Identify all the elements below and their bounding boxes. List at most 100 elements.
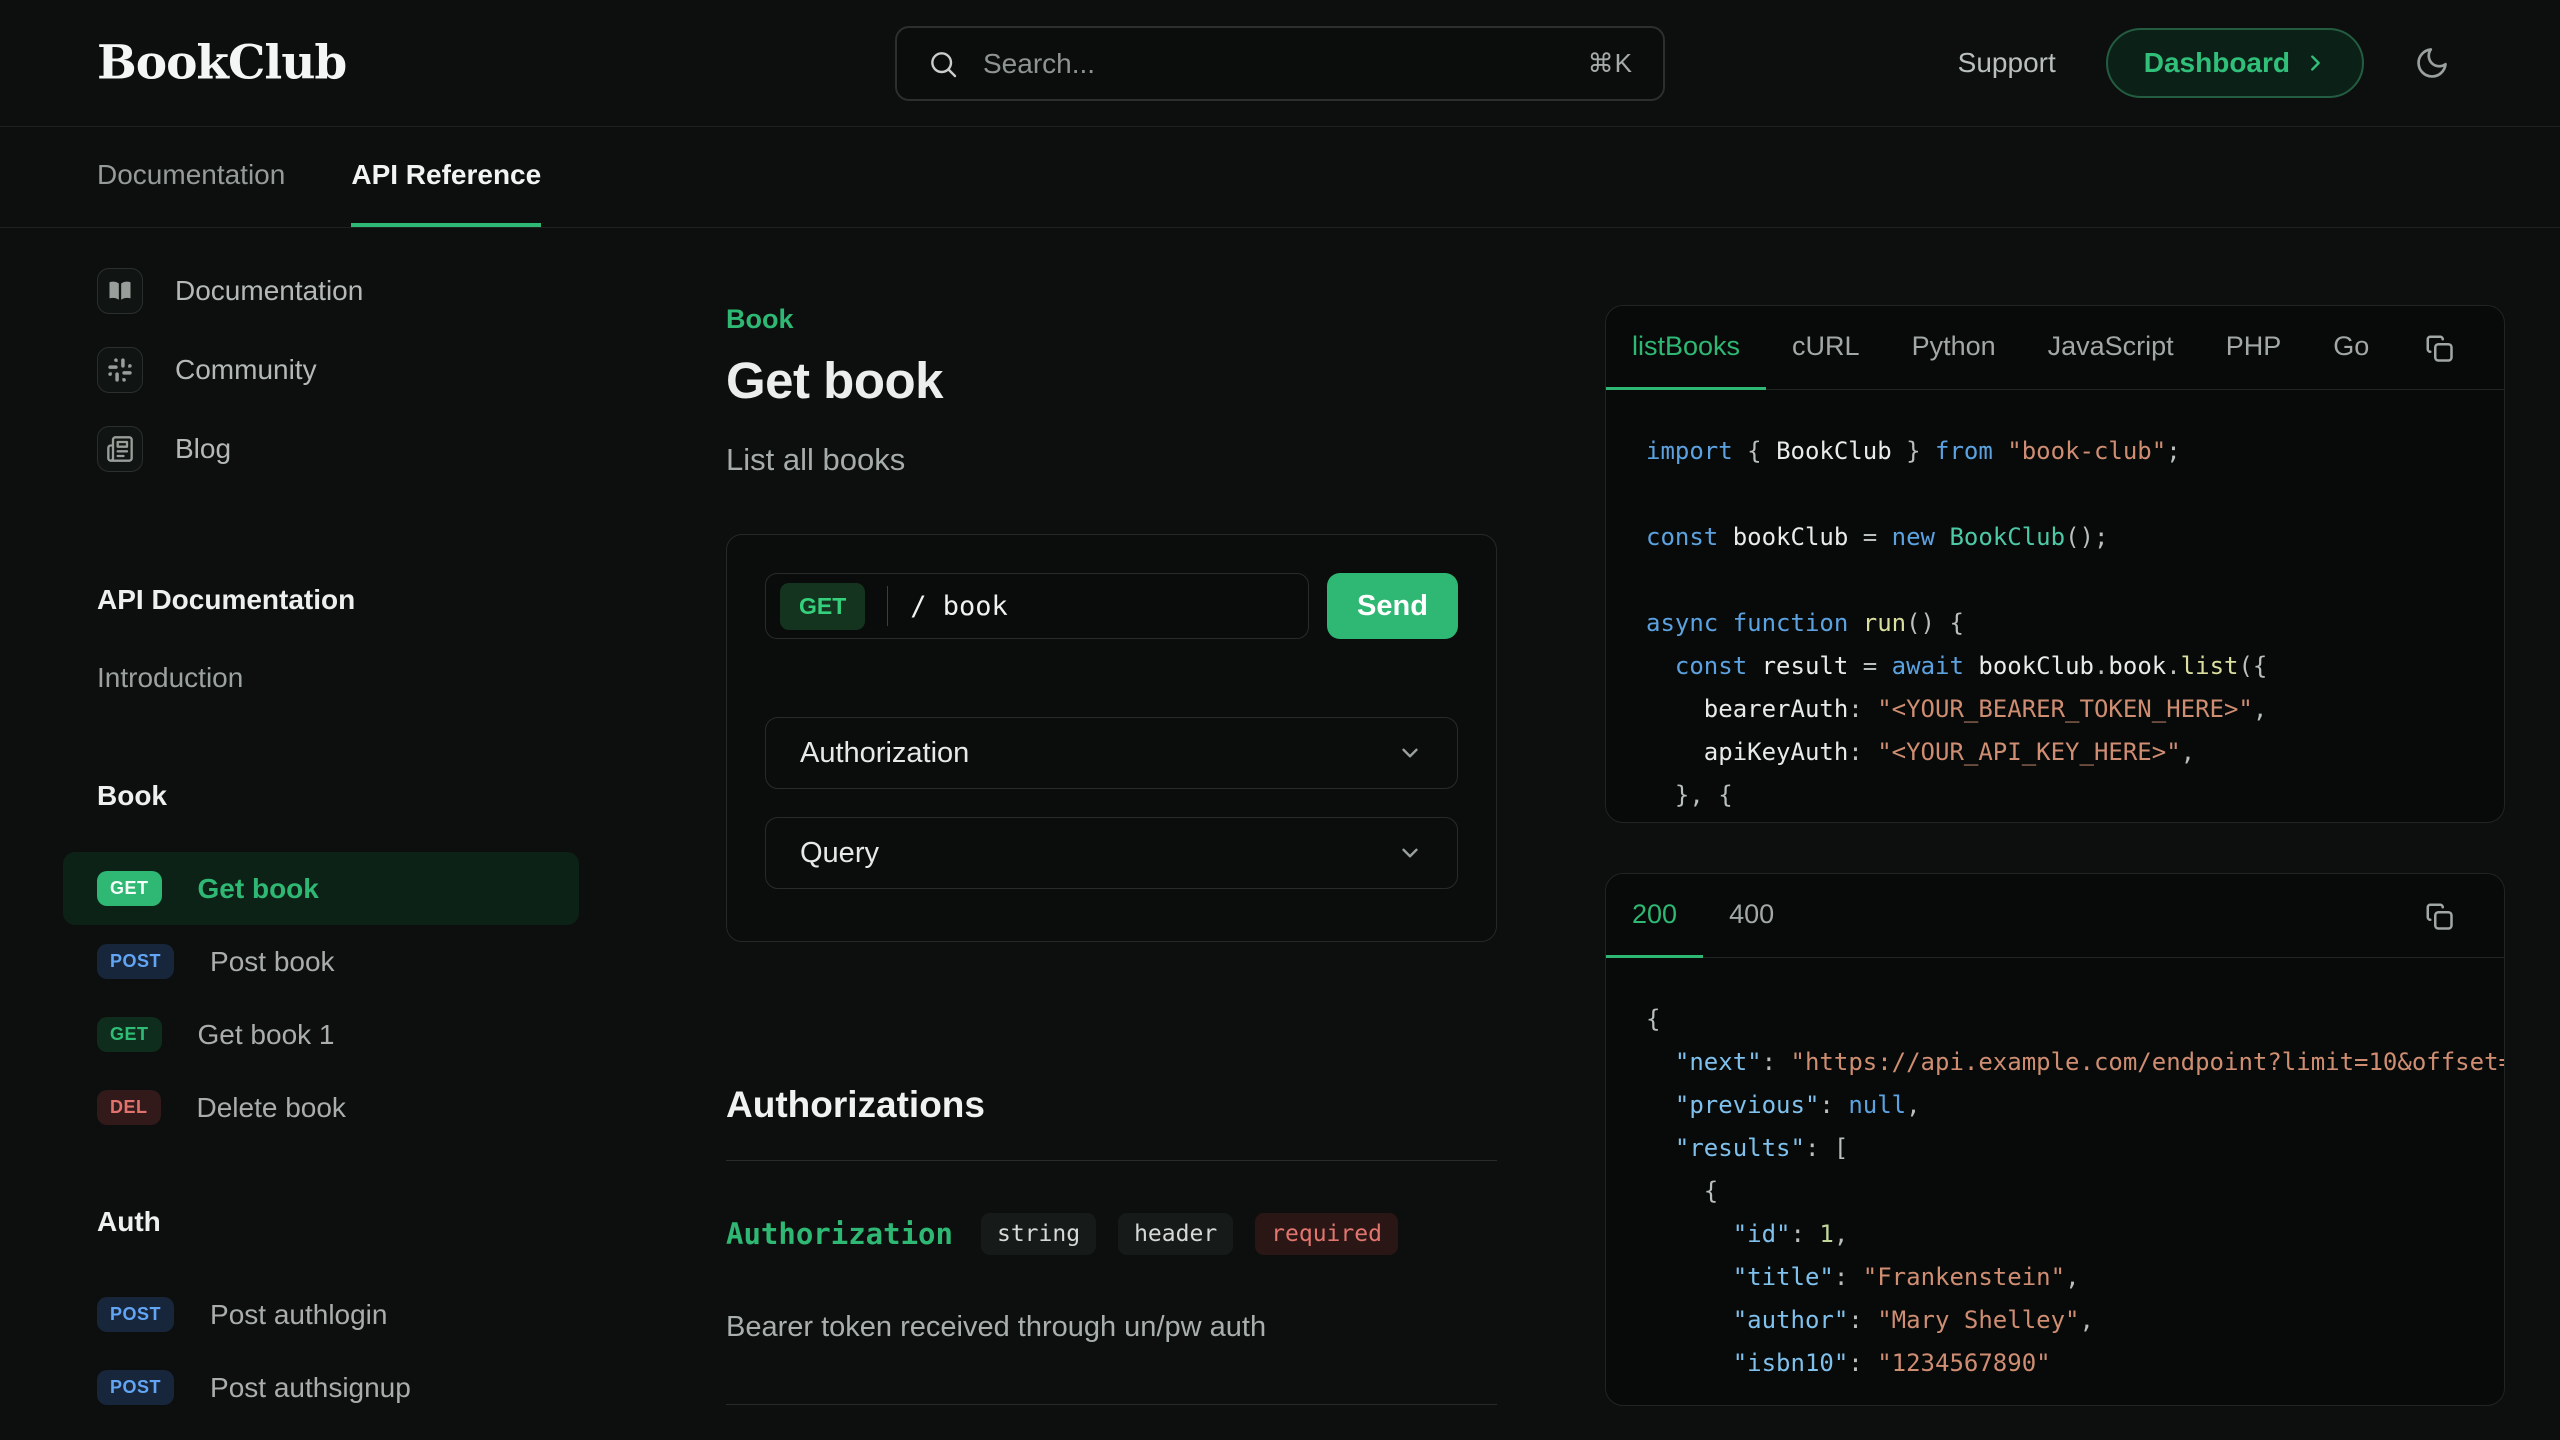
code-examples-column: listBooks cURL Python JavaScript PHP Go impor… — [1605, 228, 2505, 1406]
response-tab-200[interactable]: 200 — [1606, 874, 1704, 958]
divider — [726, 1404, 1497, 1405]
code-line: apiKeyAuth: "<YOUR_API_KEY_HERE>", — [1703, 738, 2196, 766]
divider — [726, 1160, 1497, 1161]
sidebar-item-label: Post authlogin — [210, 1298, 388, 1330]
code-line — [1646, 473, 2464, 516]
authorization-param-name: Authorization — [726, 1217, 953, 1251]
code-line: const result = await bookClub.book.list(… — [1674, 652, 2268, 680]
method-badge: GET — [97, 871, 162, 906]
search-input[interactable] — [983, 47, 1564, 80]
playground-section-query[interactable]: Query — [765, 817, 1458, 889]
playground-section-label: Query — [800, 836, 879, 869]
code-tab-listbooks[interactable]: listBooks — [1606, 306, 1767, 390]
page-title: Get book — [726, 352, 944, 409]
sidebar-item-introduction[interactable]: Introduction — [97, 662, 244, 693]
book-icon — [97, 268, 143, 314]
param-badge-header: header — [1118, 1213, 1234, 1255]
api-playground: GET / book Send Authorization Query — [726, 534, 1497, 942]
sidebar-section-title: API Documentation — [97, 584, 356, 615]
response-status-tabs: 200 400 — [1606, 874, 2504, 958]
sidebar-item-post-authlogin[interactable]: POST Post authlogin — [63, 1278, 579, 1351]
client-code-block: import { BookClub } from "book-club"; co… — [1606, 390, 2504, 817]
search-bar[interactable]: ⌘K — [895, 26, 1665, 101]
code-tab-javascript[interactable]: JavaScript — [2047, 331, 2174, 361]
method-badge: POST — [97, 1370, 175, 1405]
playground-sections: Authorization Query — [765, 717, 1458, 889]
search-icon — [927, 48, 959, 80]
sidebar-link-blog[interactable]: Blog — [97, 426, 579, 472]
sidebar-item-label: Post authsignup — [210, 1371, 411, 1403]
app-header: BookClub ⌘K Support Dashboard — [0, 0, 2560, 127]
playground-section-label: Authorization — [800, 736, 970, 769]
sidebar-item-get-book[interactable]: GET Get book — [63, 852, 579, 925]
param-badge-required: required — [1255, 1213, 1398, 1255]
code-tab-go[interactable]: Go — [2333, 331, 2370, 361]
code-line: import { BookClub } from "book-club"; — [1646, 437, 2181, 465]
code-line: bearerAuth: "<YOUR_BEARER_TOKEN_HERE>", — [1703, 695, 2268, 723]
code-line: { — [1646, 1005, 1661, 1033]
client-code-tabs: listBooks cURL Python JavaScript PHP Go — [1606, 306, 2504, 390]
sidebar-link-documentation[interactable]: Documentation — [97, 268, 579, 314]
dashboard-button[interactable]: Dashboard — [2105, 28, 2364, 98]
authorization-description: Bearer token received through un/pw auth — [726, 1311, 1267, 1343]
copy-icon[interactable] — [2424, 874, 2454, 957]
sidebar-section-title: Auth — [97, 1206, 161, 1237]
copy-icon[interactable] — [2424, 306, 2454, 389]
method-badge: POST — [97, 1297, 175, 1332]
code-line: "previous": null, — [1674, 1091, 1921, 1119]
code-tab-python[interactable]: Python — [1911, 331, 1996, 361]
sidebar-link-label: Blog — [175, 433, 232, 464]
authorizations-heading: Authorizations — [726, 1084, 985, 1125]
method-badge: DEL — [97, 1090, 161, 1125]
code-line — [1646, 559, 2464, 602]
sidebar-item-label: Delete book — [196, 1091, 346, 1123]
code-line: "isbn10": "1234567890" — [1732, 1349, 2051, 1377]
code-line: "title": "Frankenstein", — [1732, 1263, 2080, 1291]
code-line: "next": "https://api.example.com/endpoin… — [1674, 1048, 2504, 1076]
sidebar-item-label: Get book — [197, 872, 319, 904]
page-subtitle: List all books — [726, 442, 906, 477]
code-line: "id": 1, — [1732, 1220, 1849, 1248]
code-line: }, { — [1646, 781, 1733, 809]
url-divider — [887, 586, 889, 626]
sidebar-item-delete-book[interactable]: DEL Delete book — [63, 1071, 579, 1144]
sidebar-item-post-authsignup[interactable]: POST Post authsignup — [63, 1351, 579, 1424]
code-tab-php[interactable]: PHP — [2225, 331, 2282, 361]
param-badge-string: string — [980, 1213, 1097, 1255]
code-tab-curl[interactable]: cURL — [1792, 331, 1860, 361]
send-button[interactable]: Send — [1327, 573, 1458, 639]
request-path: / book — [910, 590, 1008, 622]
sidebar-sections: API Documentation Introduction Book GET Get … — [63, 584, 579, 1424]
chevron-down-icon — [1397, 840, 1423, 866]
method-badge: POST — [97, 944, 175, 979]
sidebar-link-label: Community — [175, 354, 317, 385]
sidebar-link-community[interactable]: Community — [97, 347, 579, 393]
tab-api-reference[interactable]: API Reference — [351, 127, 542, 227]
search-shortcut: ⌘K — [1587, 48, 1633, 78]
sidebar-item-post-book[interactable]: POST Post book — [63, 925, 579, 998]
dark-mode-toggle[interactable] — [2414, 45, 2450, 81]
main-content: Book Get book List all books GET / book … — [726, 228, 1497, 1405]
sidebar-item-label: Post book — [210, 945, 335, 977]
response-json-block: { "next": "https://api.example.com/endpo… — [1606, 958, 2504, 1385]
request-method-badge: GET — [780, 582, 866, 630]
method-badge: GET — [97, 1017, 162, 1052]
code-line: { — [1646, 1177, 1719, 1205]
playground-section-authorization[interactable]: Authorization — [765, 717, 1458, 789]
dashboard-button-label: Dashboard — [2143, 47, 2290, 78]
sidebar-item-label: Get book 1 — [197, 1018, 335, 1050]
support-link[interactable]: Support — [1957, 47, 2056, 78]
chevron-down-icon — [1397, 740, 1423, 766]
primary-tabbar: Documentation API Reference — [0, 127, 2560, 228]
tab-documentation[interactable]: Documentation — [97, 159, 286, 190]
code-line: const bookClub = new BookClub(); — [1646, 523, 2109, 551]
sidebar-link-label: Documentation — [175, 275, 364, 306]
sidebar: Documentation Community Blog API Documenta… — [63, 228, 579, 1424]
chevron-right-icon — [2304, 52, 2326, 74]
authorization-badges: string header required — [980, 1213, 1398, 1255]
response-tab-400[interactable]: 400 — [1729, 899, 1775, 929]
sidebar-section-title: Book — [97, 780, 167, 811]
breadcrumb-category: Book — [726, 304, 794, 334]
sidebar-item-get-book-1[interactable]: GET Get book 1 — [63, 998, 579, 1071]
request-url-bar[interactable]: GET / book — [765, 573, 1309, 639]
